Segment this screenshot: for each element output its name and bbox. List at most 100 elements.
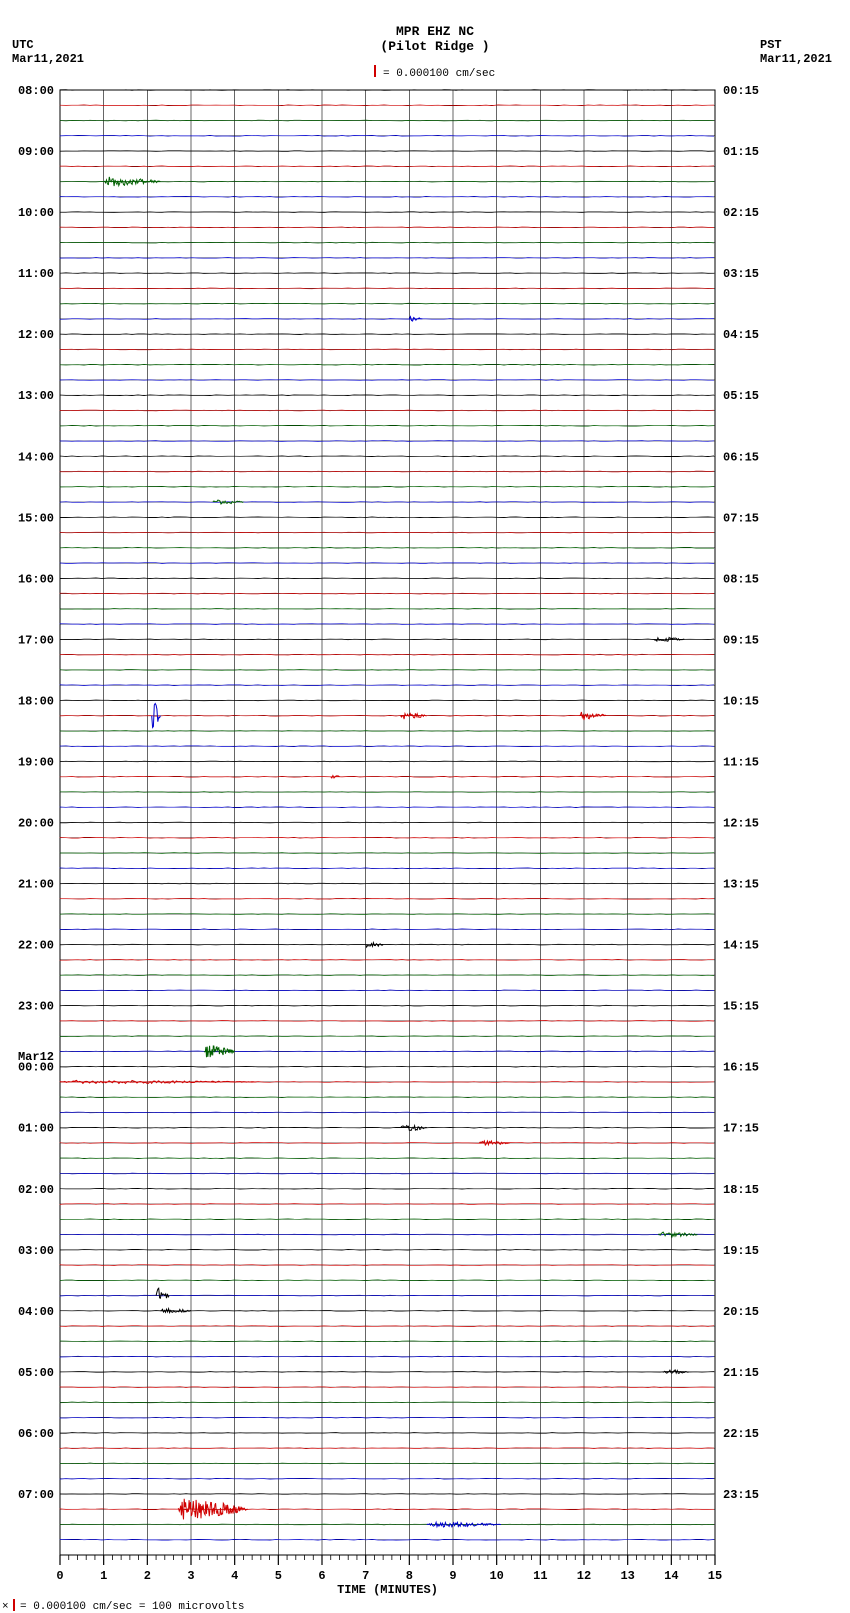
trace-line — [60, 288, 714, 289]
right-time-label: 21:15 — [723, 1366, 759, 1380]
trace-line — [60, 929, 714, 930]
trace-line — [60, 715, 714, 716]
x-tick-label: 6 — [318, 1569, 325, 1583]
seismic-event — [401, 713, 427, 719]
trace-line — [60, 822, 714, 823]
left-time-label: 02:00 — [18, 1183, 54, 1197]
right-time-label: 18:15 — [723, 1183, 759, 1197]
x-tick-label: 14 — [664, 1569, 678, 1583]
x-tick-label: 2 — [144, 1569, 151, 1583]
trace-line — [60, 441, 714, 442]
trace-line — [60, 1066, 714, 1067]
trace-line — [60, 1265, 714, 1266]
trace-line — [60, 1295, 714, 1296]
left-time-label: 06:00 — [18, 1427, 54, 1441]
left-time-label: 18:00 — [18, 694, 54, 708]
left-time-label: 20:00 — [18, 817, 54, 831]
right-time-label: 05:15 — [723, 389, 759, 403]
right-time-label: 10:15 — [723, 694, 759, 708]
right-time-label: 08:15 — [723, 572, 759, 586]
trace-line — [60, 212, 714, 213]
trace-line — [60, 639, 714, 640]
trace-line — [60, 563, 714, 564]
left-time-label: 22:00 — [18, 939, 54, 953]
trace-line — [60, 517, 714, 518]
left-time-label: 05:00 — [18, 1366, 54, 1380]
trace-line — [60, 700, 714, 701]
footer-scale-text: = 0.000100 cm/sec = 100 microvolts — [20, 1601, 244, 1613]
trace-line — [60, 242, 714, 243]
right-time-label: 19:15 — [723, 1244, 759, 1258]
trace-line — [60, 1219, 714, 1220]
right-time-label: 00:15 — [723, 84, 759, 98]
right-time-label: 09:15 — [723, 633, 759, 647]
right-time-label: 20:15 — [723, 1305, 759, 1319]
left-time-label: 12:00 — [18, 328, 54, 342]
left-time-label: 13:00 — [18, 389, 54, 403]
trace-line — [60, 364, 714, 365]
right-time-label: 17:15 — [723, 1122, 759, 1136]
right-time-label: 07:15 — [723, 511, 759, 525]
left-time-label: 14:00 — [18, 450, 54, 464]
trace-line — [60, 1036, 714, 1037]
trace-line — [60, 1204, 714, 1205]
left-time-label: 17:00 — [18, 633, 54, 647]
right-time-label: 23:15 — [723, 1488, 759, 1502]
trace-line — [60, 1051, 714, 1052]
x-tick-label: 8 — [406, 1569, 413, 1583]
trace-line — [60, 1494, 714, 1495]
trace-line — [60, 1524, 714, 1525]
left-time-label: 07:00 — [18, 1488, 54, 1502]
trace-line — [60, 273, 714, 274]
trace-line — [60, 670, 714, 671]
left-time-label: 23:00 — [18, 1000, 54, 1014]
x-tick-label: 12 — [577, 1569, 591, 1583]
trace-line — [60, 685, 714, 686]
trace-line — [60, 135, 714, 136]
trace-line — [60, 654, 714, 655]
x-tick-label: 15 — [708, 1569, 722, 1583]
trace-line — [60, 1326, 714, 1327]
trace-line — [60, 914, 714, 915]
trace-line — [60, 547, 714, 548]
left-time-label: 19:00 — [18, 755, 54, 769]
trace-line — [60, 883, 714, 884]
x-tick-label: 9 — [449, 1569, 456, 1583]
trace-line — [60, 1280, 714, 1281]
seismic-event — [156, 1288, 169, 1298]
left-time-label: 03:00 — [18, 1244, 54, 1258]
left-time-label: 11:00 — [18, 267, 54, 281]
trace-line — [60, 166, 714, 167]
right-time-label: 16:15 — [723, 1061, 759, 1075]
trace-line — [60, 120, 714, 121]
trace-line — [60, 1005, 714, 1006]
trace-line — [60, 1112, 714, 1113]
trace-line — [60, 990, 714, 991]
right-timezone: PST — [760, 38, 782, 52]
trace-line — [60, 1509, 714, 1510]
x-axis-label: TIME (MINUTES) — [337, 1583, 438, 1597]
trace-line — [60, 746, 714, 747]
footer-scale-prefix: × — [2, 1601, 9, 1613]
left-time-label: 08:00 — [18, 84, 54, 98]
right-time-label: 03:15 — [723, 267, 759, 281]
trace-line — [60, 853, 714, 854]
trace-line — [60, 792, 714, 793]
trace-line — [60, 1356, 714, 1357]
trace-line — [60, 349, 714, 350]
trace-line — [60, 486, 714, 487]
trace-line — [60, 1173, 714, 1174]
trace-line — [60, 1539, 714, 1540]
left-time-label: 04:00 — [18, 1305, 54, 1319]
x-tick-label: 0 — [56, 1569, 63, 1583]
trace-line — [60, 1249, 714, 1250]
trace-line — [60, 975, 714, 976]
trace-line — [60, 1402, 714, 1403]
seismic-event — [401, 1126, 427, 1131]
trace-line — [60, 319, 714, 320]
trace-line — [60, 944, 714, 945]
trace-line — [60, 593, 714, 594]
x-tick-label: 13 — [620, 1569, 634, 1583]
right-date: Mar11,2021 — [760, 52, 832, 66]
trace-line — [60, 1127, 714, 1128]
